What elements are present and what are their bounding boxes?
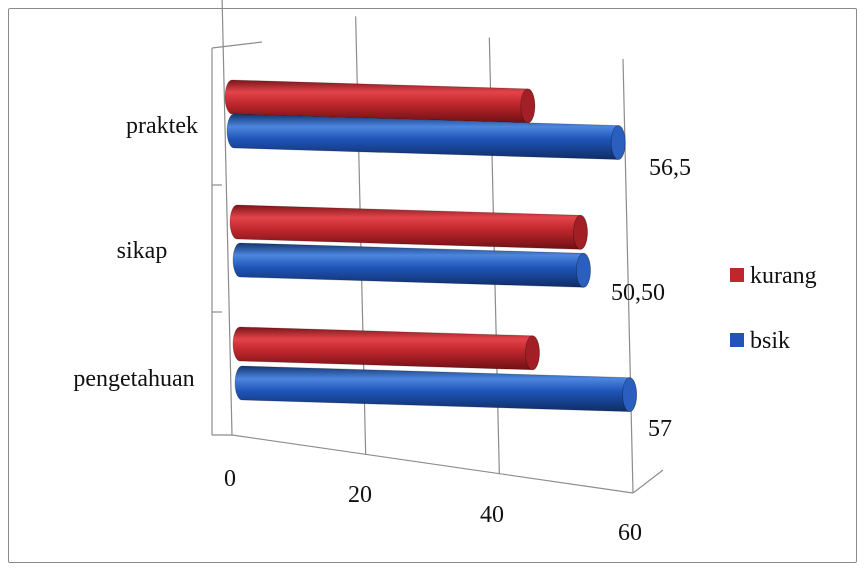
wall-top-edge <box>211 41 263 49</box>
category-label: praktek <box>126 113 198 139</box>
labels: 0 20 40 60 pengetahuan sikap praktek 57 50,50 56,… <box>73 113 691 546</box>
legend-label-kurang: kurang <box>750 263 817 289</box>
bar-cap-kurang-pengetahuan <box>525 335 540 371</box>
legend-label-bsik: bsik <box>750 328 790 354</box>
bar-cap-bsik-praktek <box>610 125 626 160</box>
legend-swatch-kurang <box>730 268 744 282</box>
legend-item-kurang: kurang <box>730 263 817 289</box>
data-label: 57 <box>648 416 672 442</box>
bar-kurang-sikap <box>229 204 588 250</box>
bar-cap-kurang-sikap <box>573 214 588 250</box>
data-label: 50,50 <box>611 280 665 306</box>
x-axis-baseline <box>231 434 634 494</box>
bar-bsik-pengetahuan <box>234 365 637 413</box>
bar-bsik-praktek <box>226 113 626 160</box>
x-tick-label: 0 <box>224 466 236 492</box>
bar-cap-kurang-praktek <box>520 88 536 124</box>
legend: kurang bsik <box>730 263 817 354</box>
bar-bsik-sikap <box>232 242 591 288</box>
bars <box>224 79 637 413</box>
legend-swatch-bsik <box>730 333 744 347</box>
x-tick-label: 60 <box>618 520 642 546</box>
bar-kurang-pengetahuan <box>232 326 540 371</box>
gridline <box>622 58 634 494</box>
x-tick-label: 20 <box>348 482 372 508</box>
bar-cap-bsik-sikap <box>576 252 591 288</box>
x-tick-label: 40 <box>480 502 504 528</box>
category-label: sikap <box>117 238 168 264</box>
data-label: 56,5 <box>649 155 691 181</box>
category-label: pengetahuan <box>73 366 194 392</box>
bar-cap-bsik-pengetahuan <box>622 377 637 413</box>
gridline <box>221 0 233 436</box>
floor-right-edge <box>632 469 664 494</box>
legend-item-bsik: bsik <box>730 328 790 354</box>
